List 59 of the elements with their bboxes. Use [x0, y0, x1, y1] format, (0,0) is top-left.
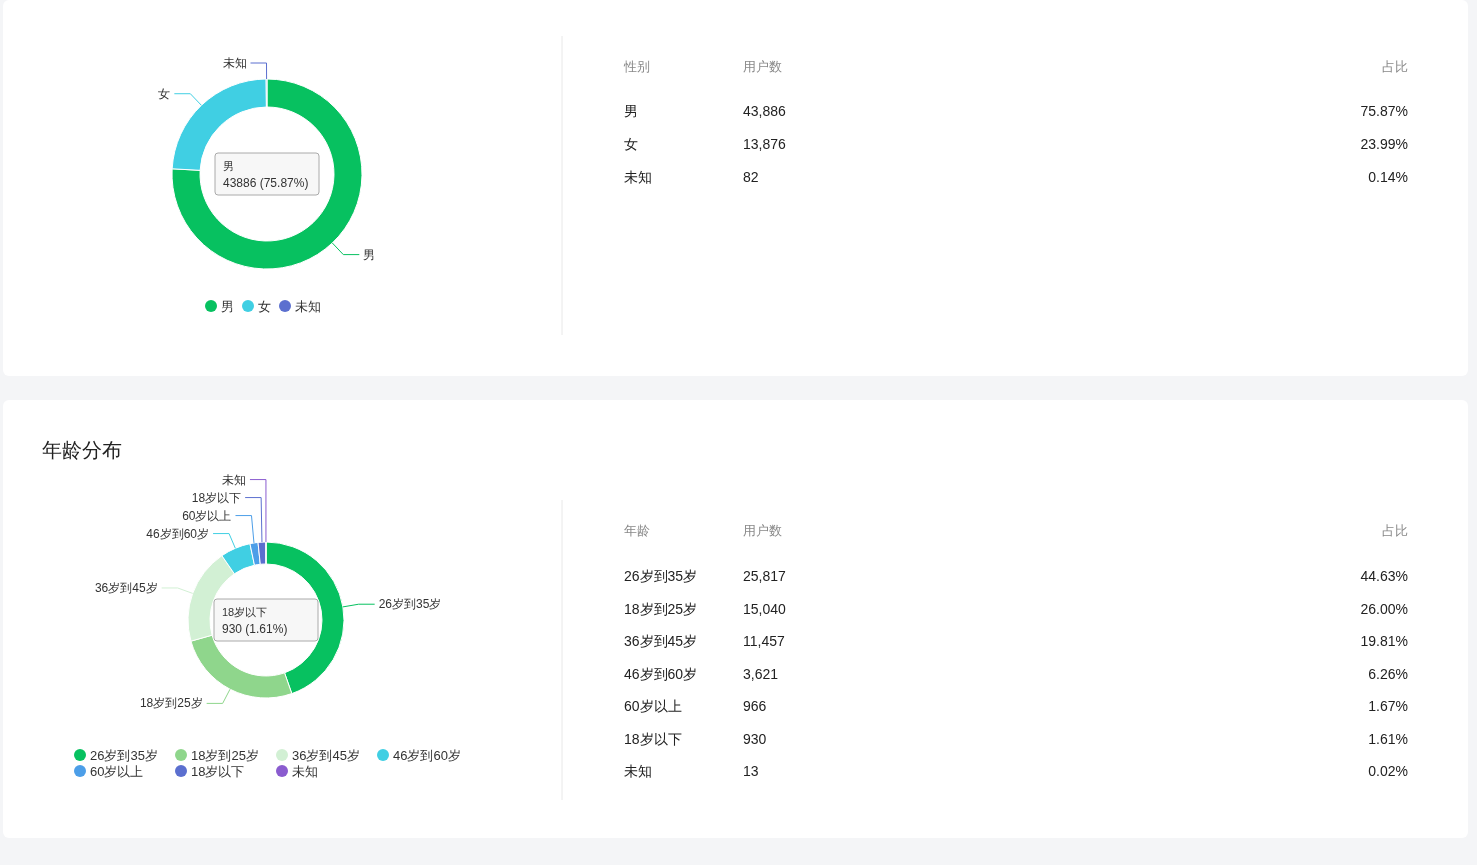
slice-label: 未知 — [221, 472, 246, 487]
text: 1.67% — [1368, 698, 1408, 714]
text: 18岁到25岁 — [624, 600, 698, 617]
legend-label: 未知 — [295, 299, 321, 314]
text: 11,457 — [743, 633, 785, 649]
tooltip-box: 男 43886 (75.87%) — [214, 152, 320, 196]
legend-label: 18岁到25岁 — [191, 748, 259, 763]
text: 13 — [743, 763, 759, 779]
text: 3,621 — [743, 665, 779, 682]
slice-label: 36岁到45岁 — [94, 580, 158, 595]
text: 19.81% — [1360, 633, 1408, 649]
text: 25,817 — [743, 568, 787, 584]
text: 女 — [624, 136, 638, 152]
text: 36岁到45岁 — [624, 633, 698, 649]
text: 性别 — [623, 59, 650, 74]
text: 82 — [743, 169, 759, 185]
text: 26.00% — [1360, 600, 1408, 617]
slice-label: 男 — [363, 247, 376, 262]
text: 60岁以上 — [624, 698, 682, 714]
text: 18岁以下 — [624, 730, 682, 747]
slice-label: 46岁到60岁 — [146, 526, 210, 541]
text: 占比 — [1382, 523, 1408, 538]
slice-label: 26岁到35岁 — [378, 597, 442, 612]
legend-label: 46岁到60岁 — [393, 748, 461, 763]
slice-label: 18岁到25岁 — [139, 696, 203, 711]
text: 0.02% — [1368, 763, 1408, 779]
slice-label: 女 — [158, 86, 171, 101]
text: 44.63% — [1360, 568, 1408, 584]
legend-label: 36岁到45岁 — [292, 748, 360, 763]
chart-title: 年龄分布 — [42, 439, 122, 461]
text: 用户数 — [743, 59, 782, 74]
text: 用户数 — [743, 523, 782, 538]
legend-label: 未知 — [292, 764, 318, 779]
legend-label: 男 — [221, 299, 234, 314]
text: 43,886 — [743, 103, 787, 119]
legend-label: 18岁以下 — [191, 764, 245, 779]
legend-label: 女 — [258, 299, 271, 314]
text: 年龄 — [624, 523, 650, 538]
text: 男 — [624, 103, 638, 119]
text: 46岁到60岁 — [624, 665, 698, 682]
text: 未知 — [624, 169, 652, 185]
text: 23.99% — [1360, 136, 1408, 152]
legend-label: 26岁到35岁 — [90, 748, 158, 763]
text: 未知 — [624, 763, 652, 779]
text: 6.26% — [1368, 665, 1408, 682]
text: 75.87% — [1360, 103, 1408, 119]
text: 15,040 — [743, 600, 787, 617]
legend-label: 60岁以上 — [90, 764, 144, 779]
text: 13,876 — [743, 136, 787, 152]
text: 0.14% — [1368, 169, 1408, 185]
text: 1.61% — [1368, 730, 1408, 747]
slice-label: 未知 — [222, 56, 247, 70]
slice-label: 18岁以下 — [191, 490, 242, 505]
text: 26岁到35岁 — [624, 568, 698, 584]
text: 930 — [743, 730, 767, 747]
slice-label: 60岁以上 — [182, 508, 232, 523]
text: 占比 — [1382, 59, 1408, 74]
text: 966 — [743, 698, 767, 714]
tooltip-box: 18岁以下 930 (1.61%) — [213, 598, 319, 642]
